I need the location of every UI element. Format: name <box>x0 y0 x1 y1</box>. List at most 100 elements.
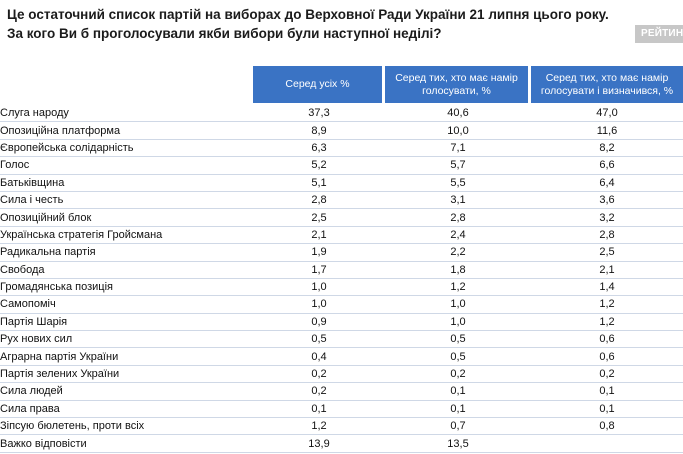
value-all-cell: 0,4 <box>253 347 385 366</box>
value-all-cell: 37,3 <box>253 105 385 123</box>
value-all-cell: 1,0 <box>253 295 385 314</box>
table-row: Громадянська позиція 1,0 1,2 1,4 <box>0 278 683 297</box>
value-all-cell: 1,9 <box>253 243 385 262</box>
table-row: Опозиційна платформа 8,9 10,0 11,6 <box>0 121 683 140</box>
value-all-cell: 1,2 <box>253 417 385 436</box>
table-row: Сила людей 0,2 0,1 0,1 <box>0 382 683 401</box>
table-row: Європейська солідарність 6,3 7,1 8,2 <box>0 139 683 158</box>
value-all-cell: 1,7 <box>253 261 385 279</box>
party-name-cell: Партія зелених України <box>0 365 253 384</box>
value-decided-cell: 47,0 <box>531 105 683 123</box>
table-row: Сила права 0,1 0,1 0,1 <box>0 400 683 419</box>
value-decided-cell: 8,2 <box>531 139 683 158</box>
party-name-cell: Опозиційний блок <box>0 208 253 227</box>
party-name-cell: Партія Шарія <box>0 313 253 332</box>
party-name-cell: Європейська солідарність <box>0 139 253 158</box>
party-name-cell: Батьківщина <box>0 174 253 192</box>
value-intend-cell: 3,1 <box>385 191 531 210</box>
value-all-cell: 0,2 <box>253 382 385 401</box>
value-decided-cell: 0,1 <box>531 382 683 401</box>
brand-watermark: РЕЙТИНГ <box>635 25 683 43</box>
value-all-cell: 2,1 <box>253 226 385 245</box>
value-intend-cell: 5,5 <box>385 174 531 192</box>
table-row: Аграрна партія України 0,4 0,5 0,6 <box>0 347 683 366</box>
table-row: Самопоміч 1,0 1,0 1,2 <box>0 295 683 314</box>
value-intend-cell: 10,0 <box>385 121 531 140</box>
value-decided-cell: 6,4 <box>531 174 683 192</box>
value-intend-cell: 0,7 <box>385 417 531 436</box>
value-decided-cell: 3,2 <box>531 208 683 227</box>
party-name-cell: Зіпсую бюлетень, проти всіх <box>0 417 253 436</box>
value-all-cell: 5,1 <box>253 174 385 192</box>
value-decided-cell: 2,8 <box>531 226 683 245</box>
value-intend-cell: 1,2 <box>385 278 531 297</box>
table-row: Рух нових сил 0,5 0,5 0,6 <box>0 330 683 349</box>
value-intend-cell: 2,4 <box>385 226 531 245</box>
value-intend-cell: 13,5 <box>385 434 531 453</box>
value-decided-cell: 3,6 <box>531 191 683 210</box>
value-intend-cell: 1,0 <box>385 313 531 332</box>
party-name-cell: Сила права <box>0 400 253 419</box>
value-all-cell: 0,5 <box>253 330 385 349</box>
table-row: Українська стратегія Гройсмана 2,1 2,4 2,8 <box>0 226 683 245</box>
value-all-cell: 1,0 <box>253 278 385 297</box>
party-name-cell: Самопоміч <box>0 295 253 314</box>
value-intend-cell: 0,5 <box>385 347 531 366</box>
value-intend-cell: 0,2 <box>385 365 531 384</box>
party-name-cell: Голос <box>0 156 253 175</box>
value-decided-cell: 11,6 <box>531 121 683 140</box>
value-decided-cell: 1,2 <box>531 295 683 314</box>
value-all-cell: 5,2 <box>253 156 385 175</box>
value-all-cell: 6,3 <box>253 139 385 158</box>
survey-question: Це остаточний список партій на виборах д… <box>7 5 627 43</box>
party-name-cell: Опозиційна платформа <box>0 121 253 140</box>
value-decided-cell: 0,1 <box>531 400 683 419</box>
value-decided-cell <box>531 434 683 453</box>
column-header-all: Серед усіх % <box>253 66 382 103</box>
table-row: Зіпсую бюлетень, проти всіх 1,2 0,7 0,8 <box>0 417 683 436</box>
party-name-cell: Громадянська позиція <box>0 278 253 297</box>
value-intend-cell: 0,5 <box>385 330 531 349</box>
party-name-cell: Слуга народу <box>0 105 253 123</box>
value-intend-cell: 0,1 <box>385 400 531 419</box>
value-all-cell: 0,1 <box>253 400 385 419</box>
value-decided-cell: 0,6 <box>531 347 683 366</box>
value-decided-cell: 1,4 <box>531 278 683 297</box>
table-row: Партія зелених України 0,2 0,2 0,2 <box>0 365 683 384</box>
table-row: Батьківщина 5,1 5,5 6,4 <box>0 174 683 192</box>
question-line-2: За кого Ви б проголосували якби вибори б… <box>7 26 442 41</box>
party-name-cell: Сила і честь <box>0 191 253 210</box>
value-decided-cell: 2,1 <box>531 261 683 279</box>
table-row: Радикальна партія 1,9 2,2 2,5 <box>0 243 683 262</box>
value-decided-cell: 0,8 <box>531 417 683 436</box>
results-table-body: Слуга народу 37,3 40,6 47,0 Опозиційна платф… <box>0 105 683 453</box>
value-intend-cell: 0,1 <box>385 382 531 401</box>
party-name-cell: Рух нових сил <box>0 330 253 349</box>
value-intend-cell: 1,0 <box>385 295 531 314</box>
value-all-cell: 2,5 <box>253 208 385 227</box>
value-intend-cell: 2,2 <box>385 243 531 262</box>
value-all-cell: 0,9 <box>253 313 385 332</box>
value-decided-cell: 0,2 <box>531 365 683 384</box>
table-row: Сила і честь 2,8 3,1 3,6 <box>0 191 683 210</box>
party-name-cell: Радикальна партія <box>0 243 253 262</box>
party-name-cell: Сила людей <box>0 382 253 401</box>
table-row: Свобода 1,7 1,8 2,1 <box>0 261 683 279</box>
party-name-cell: Аграрна партія України <box>0 347 253 366</box>
value-all-cell: 8,9 <box>253 121 385 140</box>
column-header-decided: Серед тих, хто має намір голосувати і ви… <box>531 66 683 103</box>
value-decided-cell: 2,5 <box>531 243 683 262</box>
party-name-cell: Свобода <box>0 261 253 279</box>
table-row: Опозиційний блок 2,5 2,8 3,2 <box>0 208 683 227</box>
value-all-cell: 0,2 <box>253 365 385 384</box>
value-intend-cell: 5,7 <box>385 156 531 175</box>
column-header-intend-to-vote: Серед тих, хто має намір голосувати, % <box>385 66 528 103</box>
value-all-cell: 13,9 <box>253 434 385 453</box>
table-row: Важко відповісти 13,9 13,5 <box>0 434 683 453</box>
table-row: Партія Шарія 0,9 1,0 1,2 <box>0 313 683 332</box>
value-decided-cell: 1,2 <box>531 313 683 332</box>
value-intend-cell: 1,8 <box>385 261 531 279</box>
table-row: Слуга народу 37,3 40,6 47,0 <box>0 105 683 123</box>
results-table: Слуга народу 37,3 40,6 47,0 Опозиційна платф… <box>0 105 683 453</box>
value-decided-cell: 6,6 <box>531 156 683 175</box>
